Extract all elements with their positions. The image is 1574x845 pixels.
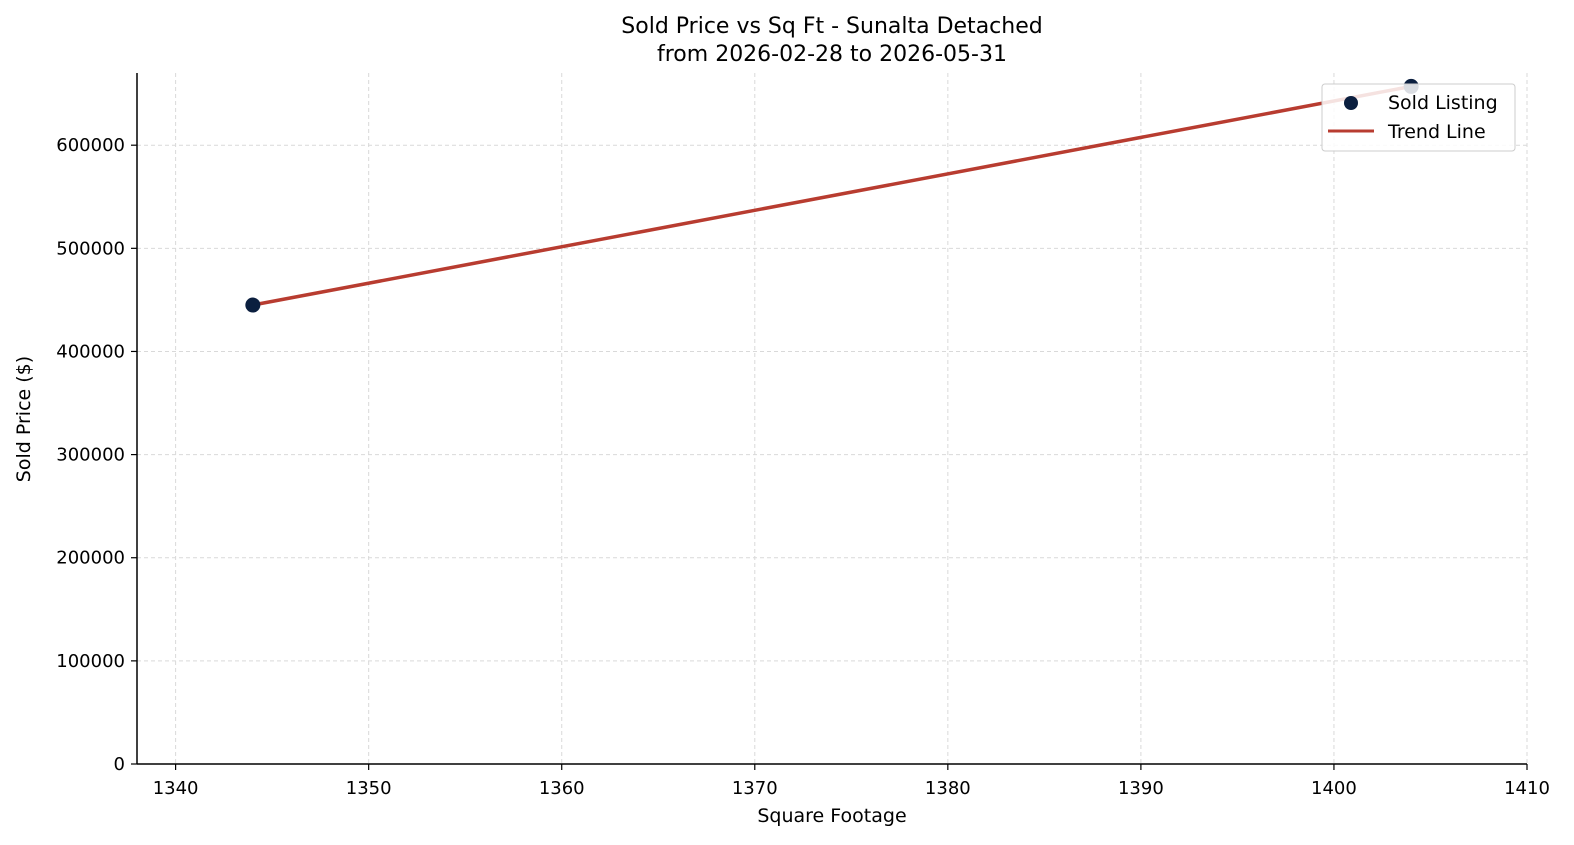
legend-box <box>1321 83 1516 152</box>
legend-marker-sold-listing <box>1344 96 1358 110</box>
x-tick-label: 1360 <box>539 778 585 799</box>
y-tick-label: 200000 <box>56 548 125 569</box>
y-tick-label: 500000 <box>56 238 125 259</box>
legend-label-trend-line: Trend Line <box>1387 121 1486 143</box>
x-tick-label: 1390 <box>1118 778 1164 799</box>
sold-listing-point <box>245 297 261 313</box>
grid <box>137 73 1528 765</box>
y-axis-ticks: 0 100000 200000 300000 400000 500000 600000 <box>56 135 137 775</box>
legend: Sold Listing Trend Line <box>1321 83 1516 152</box>
x-tick-label: 1380 <box>925 778 971 799</box>
y-tick-label: 400000 <box>56 341 125 362</box>
x-tick-label: 1350 <box>346 778 392 799</box>
y-tick-label: 0 <box>114 754 125 775</box>
x-tick-label: 1370 <box>732 778 778 799</box>
y-tick-label: 600000 <box>56 135 125 156</box>
x-tick-label: 1400 <box>1311 778 1357 799</box>
trend-line <box>252 84 1412 307</box>
y-tick-label: 300000 <box>56 445 125 466</box>
x-axis-ticks: 1340 1350 1360 1370 1380 1390 1400 1410 <box>153 764 1550 799</box>
chart-title: Sold Price vs Sq Ft - Sunalta Detached <box>621 14 1042 39</box>
x-axis-label: Square Footage <box>757 805 906 827</box>
chart-subtitle: from 2026-02-28 to 2026-05-31 <box>657 42 1007 67</box>
legend-label-sold-listing: Sold Listing <box>1388 92 1498 114</box>
y-axis-label: Sold Price ($) <box>13 356 35 482</box>
x-tick-label: 1410 <box>1504 778 1550 799</box>
y-tick-label: 100000 <box>56 651 125 672</box>
x-tick-label: 1340 <box>153 778 199 799</box>
trend-line-layer <box>252 84 1412 307</box>
